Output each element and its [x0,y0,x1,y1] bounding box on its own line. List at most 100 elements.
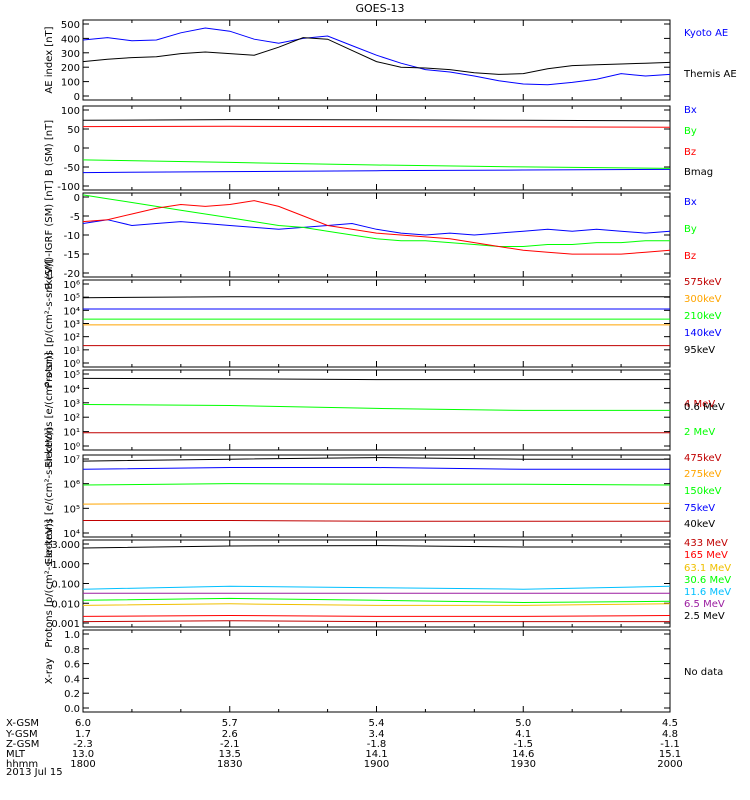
series-line-0-6-mev [82,377,670,381]
series-line-11-6-mev [82,585,671,590]
y-axis-label: AE index [nT] [44,26,55,93]
y-tick-label: 400 [61,34,80,45]
series-line-75kev [82,467,670,470]
legend-label: By [684,224,697,235]
y-tick-label: 0 [74,92,80,103]
legend-label: Bx [684,105,697,116]
series-line-63-1-mev [82,603,671,606]
legend-label: Themis AE [683,69,737,80]
ephemeris-value: 13.5 [219,749,241,760]
y-tick-label: 10³ [63,399,80,410]
series-line-2-5-mev [82,545,670,549]
y-tick-label: 10² [63,413,80,424]
y-tick-label: 200 [61,63,80,74]
series-line-95kev [82,296,670,299]
date-label: 2013 Jul 15 [6,767,63,778]
ephemeris-value: 14.6 [512,749,534,760]
ephemeris-row-label: hhmm [6,759,38,770]
series-line-475kev [83,520,670,522]
panel-3: 0 -5 -10 -15 -20 B (SM)-IGRF (SM) [nT] Bx By Bz [44,180,697,289]
legend-label: Bz [684,251,696,262]
ephemeris-value: 2.6 [222,729,238,740]
y-tick-label: 10¹ [63,428,80,439]
panel-4: 10⁶ 10⁵ 10⁴ 10³ 10² 10¹ 10⁰ Protons [p/(cm²-s-s… [44,259,722,387]
y-tick-label: 10⁴ [63,306,80,317]
legend-label: 95keV [684,345,715,356]
y-tick-label: 0.100 [51,580,80,591]
ephemeris-value: -1.8 [367,739,387,750]
series-line-themis-ae [82,37,671,75]
panel-8: 1.0 0.8 0.6 0.4 0.2 0.0 X-ray No data [44,629,723,715]
legend-label: 300keV [684,294,722,305]
series-line-bz [82,125,671,128]
y-axis-label: Protons [p/(cm²-s-sr-keV)] [44,519,55,647]
ephemeris-row-label: Z-GSM [6,739,39,750]
y-tick-label: -20 [64,269,80,280]
y-tick-label: 10⁴ [63,529,80,540]
ephemeris-value: 4.5 [662,718,678,729]
ephemeris-value: 1800 [70,759,95,770]
y-tick-label: 10⁵ [63,504,80,515]
legend-label: 2.5 MeV [684,611,725,622]
ephemeris-row-label: Y-GSM [5,729,38,740]
y-tick-label: 10¹ [63,346,80,357]
y-tick-label: 0.6 [64,660,80,671]
ephemeris-value: 2000 [657,759,682,770]
series-line-bx [82,219,671,236]
ephemeris-value: 3.4 [369,729,385,740]
ephemeris-value: -1.5 [513,739,533,750]
y-tick-label: 0 [74,144,80,155]
legend-label: 150keV [684,486,722,497]
series-line-bz [82,200,671,255]
ephemeris-value: -2.1 [220,739,240,750]
panel-5: 10⁵ 10⁴ 10³ 10² 10¹ 10⁰ Electrons [e/(cm²-s-sr… [44,352,725,468]
series-line-bx [82,168,671,174]
y-tick-label: 0.001 [51,619,80,630]
legend-label: Bz [684,147,696,158]
y-axis-label: B (SM) [nT] [44,120,55,176]
legend-label: 2 MeV [684,427,715,438]
y-tick-label: 0.0 [64,704,80,715]
y-tick-label: 0.2 [64,689,80,700]
series-line-bmag [82,119,671,122]
legend-label: 210keV [684,311,722,322]
ephemeris-value: 4.1 [515,729,531,740]
legend-label: 140keV [684,328,722,339]
ephemeris-row-label: X-GSM [6,718,39,729]
y-tick-label: 10⁰ [63,442,80,453]
ephemeris-value: 5.4 [369,718,385,729]
panel-6: 10⁷ 10⁶ 10⁵ 10⁴ Electrons [e/(cm²-s-sr-keV)]… [44,427,722,564]
ephemeris-value: 4.8 [662,729,678,740]
y-tick-label: 10⁵ [63,370,80,381]
ephemeris-value: 13.0 [72,749,94,760]
y-tick-label: 100 [61,106,80,117]
y-tick-label: 3.000 [51,540,80,551]
y-tick-label: -100 [57,182,80,193]
y-tick-label: 10⁴ [63,384,80,395]
y-axis-label: Electrons [e/(cm²-s-sr-keV)] [44,427,55,564]
ephemeris-value: 1830 [217,759,242,770]
legend-label: Kyoto AE [684,28,728,39]
series-line-433-mev [82,620,670,623]
legend-label: 4 MeV [684,399,715,410]
y-tick-label: 0.010 [51,599,80,610]
ephemeris-value: 5.7 [222,718,238,729]
legend-label: 63.1 MeV [684,563,731,574]
legend-label: 0.6 MeV [684,402,725,413]
series-line-2-mev [82,404,670,411]
legend-label: 275keV [684,469,722,480]
y-tick-label: -5 [70,212,80,223]
ephemeris-value: 1900 [364,759,389,770]
y-tick-label: -10 [64,231,80,242]
y-axis-label: X-ray [44,658,55,684]
y-tick-label: 100 [61,78,80,89]
legend-label: 75keV [684,503,715,514]
y-tick-label: 10⁰ [63,359,80,370]
ephemeris-row-label: MLT [6,749,26,760]
legend-label: By [684,126,697,137]
panel-1: 500 400 300 200 100 0 AE index [nT] Kyoto AE The… [44,19,737,103]
y-tick-label: 300 [61,49,80,60]
